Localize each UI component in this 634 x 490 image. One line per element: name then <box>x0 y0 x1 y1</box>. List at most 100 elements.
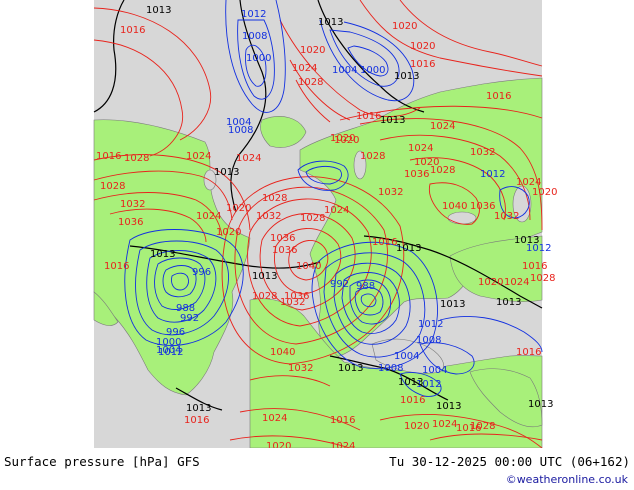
isobar-label-996: 996 <box>192 267 211 278</box>
isobar-label-1020: 1020 <box>334 135 359 146</box>
isobar-low-ne-1004 <box>329 29 400 87</box>
map-title: Surface pressure [hPa] GFS <box>4 454 200 469</box>
isobar-label-1013: 1013 <box>150 249 175 260</box>
isobar-low-ne-1008 <box>319 19 415 102</box>
isobar-low-europe-1012 <box>311 241 438 370</box>
isobar-label-1012: 1012 <box>416 379 441 390</box>
isobar-label-1032: 1032 <box>288 363 313 374</box>
isobar-label-1016: 1016 <box>104 261 129 272</box>
land-arabia <box>469 368 543 428</box>
isobar-label-1032: 1032 <box>470 147 495 158</box>
isobar-label-1024: 1024 <box>324 205 349 216</box>
isobar-label-1013: 1013 <box>318 17 343 28</box>
isobar-1032-east <box>379 134 531 221</box>
isobar-label-1016: 1016 <box>516 347 541 358</box>
isobar-label-1016: 1016 <box>356 111 381 122</box>
isobar-low-europe-992 <box>354 287 384 316</box>
isobar-1020-se <box>429 433 543 441</box>
isobar-label-1004: 1004 <box>394 351 419 362</box>
isobar-1024-north <box>289 59 351 121</box>
isobar-1028-north <box>295 79 331 123</box>
isobar-label-1032: 1032 <box>494 211 519 222</box>
isobar-label-1024: 1024 <box>432 419 457 430</box>
isobar-label-1032: 1032 <box>378 187 403 198</box>
isobar-label-1013: 1013 <box>514 235 539 246</box>
isobar-1040-center <box>288 240 329 281</box>
isobar-1020-nw <box>93 39 184 157</box>
isobar-1032-center <box>259 213 356 311</box>
isobar-label-1020: 1020 <box>410 41 435 52</box>
isobar-1036-atlantic <box>109 208 207 243</box>
isobar-low-atl-992 <box>171 272 189 291</box>
isobar-label-1040: 1040 <box>270 347 295 358</box>
isobar-label-1016: 1016 <box>330 415 355 426</box>
isobar-1024-center <box>234 186 388 345</box>
isobar-label-1020: 1020 <box>266 441 291 448</box>
isobar-label-996: 996 <box>166 327 185 338</box>
isobar-label-1036: 1036 <box>270 233 295 244</box>
isobar-1016-ne <box>399 0 543 67</box>
isobar-label-1020: 1020 <box>226 203 251 214</box>
isobar-label-1020: 1020 <box>216 227 241 238</box>
isobar-label-1024: 1024 <box>330 441 355 448</box>
isobar-label-1008: 1008 <box>228 125 253 136</box>
isobar-1036-east <box>409 157 506 221</box>
isobar-1024-atlantic <box>93 154 251 231</box>
isobar-1013-atlantic <box>129 245 321 269</box>
mediterranean-sea <box>371 338 444 374</box>
isobar-low-center-1008 <box>305 165 342 185</box>
isobar-label-1013: 1013 <box>394 71 419 82</box>
isobar-label-1024: 1024 <box>516 177 541 188</box>
isobar-label-1024: 1024 <box>504 277 529 288</box>
isobar-1016-nw <box>93 7 212 141</box>
isobar-label-1024: 1024 <box>262 413 287 424</box>
isobar-label-1012: 1012 <box>418 319 443 330</box>
isobar-label-1028: 1028 <box>262 193 287 204</box>
land-masses <box>93 77 543 449</box>
isobar-1024-east <box>339 105 543 121</box>
isobar-label-1040: 1040 <box>442 201 467 212</box>
isobar-label-1036: 1036 <box>118 217 143 228</box>
isobar-label-1012: 1012 <box>480 169 505 180</box>
isobar-low-europe-1008 <box>323 252 426 358</box>
isobar-label-1024: 1024 <box>408 143 433 154</box>
isobar-label-1020: 1020 <box>532 187 557 198</box>
pressure-map: 1013 1012 1013 1016 1020 1008 1000 1020 1024 1028… <box>0 0 634 458</box>
isobar-label-1016: 1016 <box>522 261 547 272</box>
isobar-low-center-1012 <box>297 160 349 191</box>
isobar-low-se-1008 <box>399 372 442 397</box>
isobar-label-1024: 1024 <box>196 211 221 222</box>
isobar-1016-se <box>379 413 543 449</box>
isobar-label-1012: 1012 <box>526 243 551 254</box>
isobar-low-far-east <box>499 186 530 219</box>
isobar-1024-south <box>239 408 361 431</box>
isobar-label-1013: 1013 <box>380 115 405 126</box>
isobar-label-1040: 1040 <box>296 261 321 272</box>
isobar-low-north-1000 <box>245 44 267 87</box>
isobar-label-1008: 1008 <box>378 363 403 374</box>
isobar-label-1020: 1020 <box>478 277 503 288</box>
isobar-label-1028: 1028 <box>252 291 277 302</box>
isobar-low-europe-996 <box>349 279 392 325</box>
isobar-1013-northeast <box>317 0 425 113</box>
isobar-label-992: 992 <box>330 279 349 290</box>
isobar-label-1028: 1028 <box>360 151 385 162</box>
isobar-label-1028: 1028 <box>298 77 323 88</box>
isobar-label-1036: 1036 <box>470 201 495 212</box>
isobar-1013-east <box>363 235 543 309</box>
isobar-label-1032: 1032 <box>120 199 145 210</box>
credit-link[interactable]: ©weatheronline.co.uk <box>505 473 628 486</box>
isobar-label-1028: 1028 <box>530 273 555 284</box>
isobar-1020-south <box>229 435 351 449</box>
isobar-label-1036: 1036 <box>272 245 297 256</box>
isobar-1020-north <box>279 19 421 118</box>
isobar-label-1013: 1013 <box>146 5 171 16</box>
isobar-label-1028: 1028 <box>430 165 455 176</box>
isobar-low-north-1004 <box>237 19 275 100</box>
isobar-label-1008: 1008 <box>242 31 267 42</box>
lake-baltic <box>353 150 367 180</box>
isobar-1036-center <box>274 228 342 295</box>
isobar-1032-atlantic <box>93 192 223 237</box>
land-florida-caribbean <box>93 291 119 326</box>
